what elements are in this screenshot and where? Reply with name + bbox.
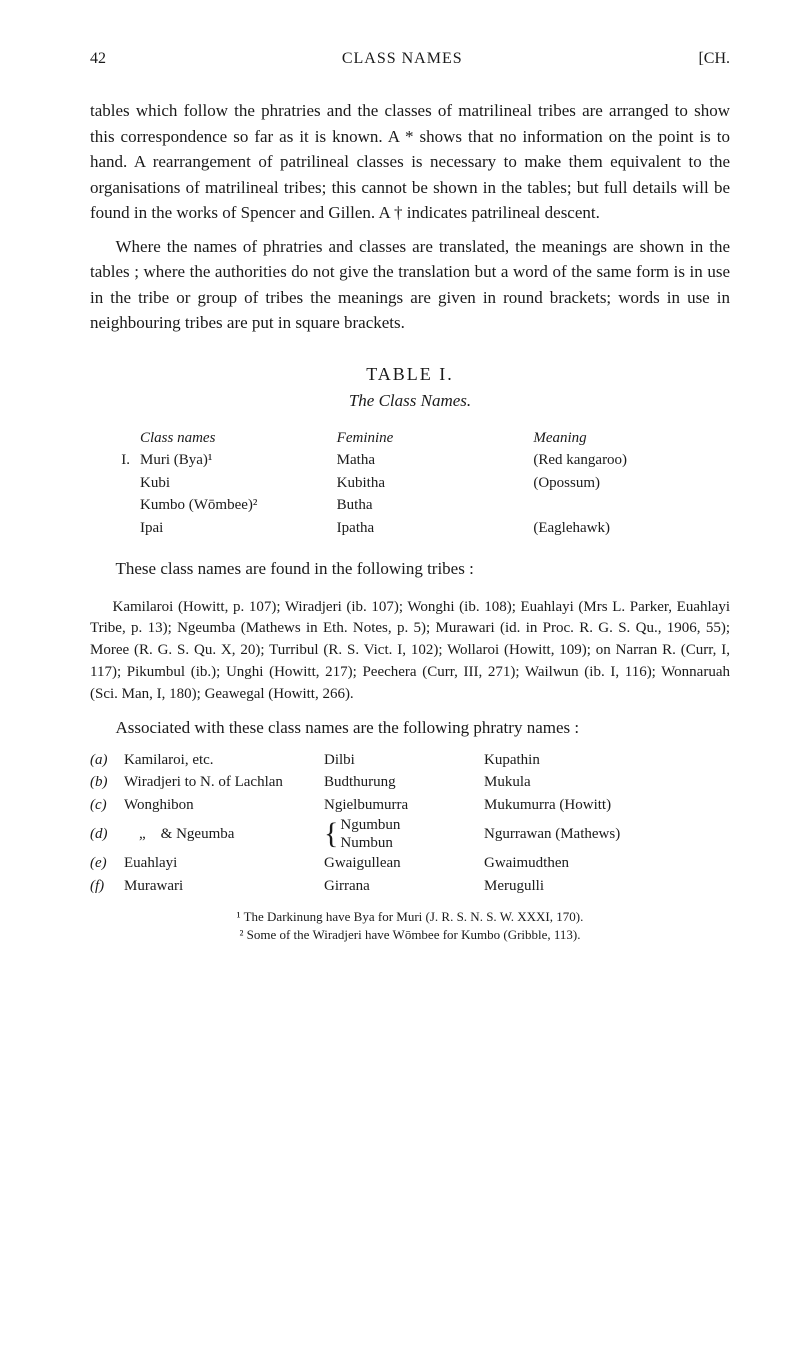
footnote-1: ¹ The Darkinung have Bya for Muri (J. R.… <box>90 909 730 925</box>
row-tribe: Kamilaroi, etc. <box>124 749 324 772</box>
cell-classname: Ipai <box>140 517 337 540</box>
row-tribe: Wonghibon <box>124 794 324 817</box>
cell-feminine: Ipatha <box>337 517 534 540</box>
brace-icon: { <box>324 819 338 849</box>
cell-meaning <box>533 494 730 517</box>
cell-feminine: Butha <box>337 494 534 517</box>
paragraph-tribes-list: Kamilaroi (Howitt, p. 107); Wiradjeri (i… <box>90 597 730 706</box>
row-meaning: Mukumurra (Howitt) <box>484 794 730 817</box>
row-meaning: Merugulli <box>484 875 730 898</box>
paragraph-phratry-intro: Associated with these class names are th… <box>90 715 730 741</box>
cell-classname: Muri (Bya)¹ <box>140 449 337 472</box>
table-header-feminine: Feminine <box>337 427 534 450</box>
table-title: TABLE I. <box>90 364 730 385</box>
row-tribe: Murawari <box>124 875 324 898</box>
phratry-row: (f) Murawari Girrana Merugulli <box>90 875 730 898</box>
phratry-row: (a) Kamilaroi, etc. Dilbi Kupathin <box>90 749 730 772</box>
row-name: Ngielbumurra <box>324 794 484 817</box>
cell-meaning: (Opossum) <box>533 472 730 495</box>
row-tag: (e) <box>90 852 124 875</box>
paragraph-tribes-intro: These class names are found in the follo… <box>90 556 730 582</box>
cell-classname: Kumbo (Wōmbee)² <box>140 494 337 517</box>
row-name-1: Ngumbun <box>340 816 400 834</box>
row-name-2: Numbun <box>340 834 400 852</box>
table-row: Kumbo (Wōmbee)² Butha <box>90 494 730 517</box>
paragraph-1: tables which follow the phratries and th… <box>90 98 730 226</box>
footnotes: ¹ The Darkinung have Bya for Muri (J. R.… <box>90 909 730 943</box>
row-tag: (f) <box>90 875 124 898</box>
row-name: Girrana <box>324 875 484 898</box>
row-tag: (d) <box>90 823 124 846</box>
chapter-mark: [CH. <box>698 50 730 68</box>
row-tribe: Euahlayi <box>124 852 324 875</box>
row-meaning: Kupathin <box>484 749 730 772</box>
row-name: Dilbi <box>324 749 484 772</box>
table-header-meaning: Meaning <box>533 427 730 450</box>
table-header-classnames: Class names <box>140 427 337 450</box>
row-meaning: Gwaimudthen <box>484 852 730 875</box>
table-row: Ipai Ipatha (Eaglehawk) <box>90 517 730 540</box>
row-name: Budthurung <box>324 771 484 794</box>
row-meaning: Ngurrawan (Mathews) <box>484 823 730 846</box>
footnote-2: ² Some of the Wiradjeri have Wōmbee for … <box>90 927 730 943</box>
paragraph-2: Where the names of phratries and classes… <box>90 234 730 336</box>
cell-feminine: Kubitha <box>337 472 534 495</box>
row-meaning: Mukula <box>484 771 730 794</box>
cell-meaning: (Eaglehawk) <box>533 517 730 540</box>
page-number: 42 <box>90 50 106 68</box>
table-row: Kubi Kubitha (Opossum) <box>90 472 730 495</box>
cell-feminine: Matha <box>337 449 534 472</box>
phratry-row: (b) Wiradjeri to N. of Lachlan Budthurun… <box>90 771 730 794</box>
phratry-table: (a) Kamilaroi, etc. Dilbi Kupathin (b) W… <box>90 749 730 898</box>
running-title: CLASS NAMES <box>106 50 698 68</box>
running-header: 42 CLASS NAMES [CH. <box>90 50 730 68</box>
table-subtitle: The Class Names. <box>90 391 730 411</box>
phratry-row: (d) „ & Ngeumba { Ngumbun Numbun Ngurraw… <box>90 816 730 852</box>
row-number: I. <box>90 449 140 472</box>
class-names-table: Class names Feminine Meaning I. Muri (By… <box>90 427 730 540</box>
row-tribe: Wiradjeri to N. of Lachlan <box>124 771 324 794</box>
row-name: Gwaigullean <box>324 852 484 875</box>
table-row: I. Muri (Bya)¹ Matha (Red kangaroo) <box>90 449 730 472</box>
phratry-row: (c) Wonghibon Ngielbumurra Mukumurra (Ho… <box>90 794 730 817</box>
row-tag: (a) <box>90 749 124 772</box>
row-tag: (c) <box>90 794 124 817</box>
cell-meaning: (Red kangaroo) <box>533 449 730 472</box>
phratry-row: (e) Euahlayi Gwaigullean Gwaimudthen <box>90 852 730 875</box>
cell-classname: Kubi <box>140 472 337 495</box>
row-tribe: „ & Ngeumba <box>124 823 324 846</box>
row-tag: (b) <box>90 771 124 794</box>
